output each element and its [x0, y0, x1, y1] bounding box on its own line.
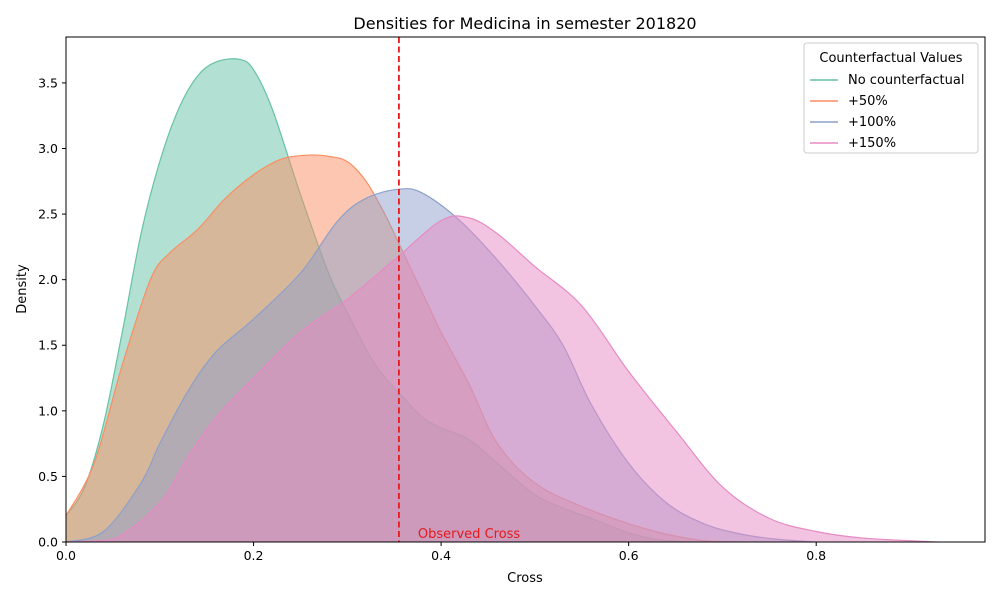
- y-tick-label: 1.0: [38, 403, 58, 418]
- x-tick-label: 0.6: [619, 548, 639, 563]
- legend-label-1: No counterfactual: [848, 73, 964, 88]
- chart-title: Densities for Medicina in semester 20182…: [353, 14, 696, 33]
- x-tick-label: 0.8: [806, 548, 826, 563]
- y-tick-label: 3.0: [38, 141, 58, 156]
- density-area-4: [66, 215, 939, 542]
- legend-label-3: +100%: [848, 115, 896, 130]
- x-tick-label: 0.0: [56, 548, 76, 563]
- legend-box: [803, 42, 979, 154]
- x-axis-title: Cross: [507, 571, 543, 586]
- density-line-4: [66, 215, 939, 542]
- reference-layer: Observed Cross: [398, 37, 521, 542]
- x-tick-label: 0.4: [431, 548, 451, 563]
- y-tick-label: 1.5: [38, 338, 58, 353]
- legend-label-4: +150%: [848, 136, 896, 151]
- legend-title: Counterfactual Values: [819, 51, 962, 66]
- legend: Counterfactual Values No counterfactual +5…: [803, 42, 979, 154]
- y-axis-title: Density: [15, 264, 30, 314]
- axes: 0.0 0.2 0.4 0.6 0.8 0.0 0.5 1.0 1.5 2.0 2.5 3.0 3.5: [38, 36, 986, 563]
- y-tick-label: 0.5: [38, 469, 58, 484]
- legend-label-2: +50%: [848, 94, 888, 109]
- y-tick-label: 2.0: [38, 272, 58, 287]
- observed-cross-label: Observed Cross: [418, 527, 521, 542]
- x-tick-label: 0.2: [244, 548, 264, 563]
- y-tick-label: 0.0: [38, 535, 58, 550]
- plot-frame: [65, 36, 986, 543]
- y-tick-label: 3.5: [38, 75, 58, 90]
- series-layer: [66, 58, 939, 542]
- y-tick-label: 2.5: [38, 207, 58, 222]
